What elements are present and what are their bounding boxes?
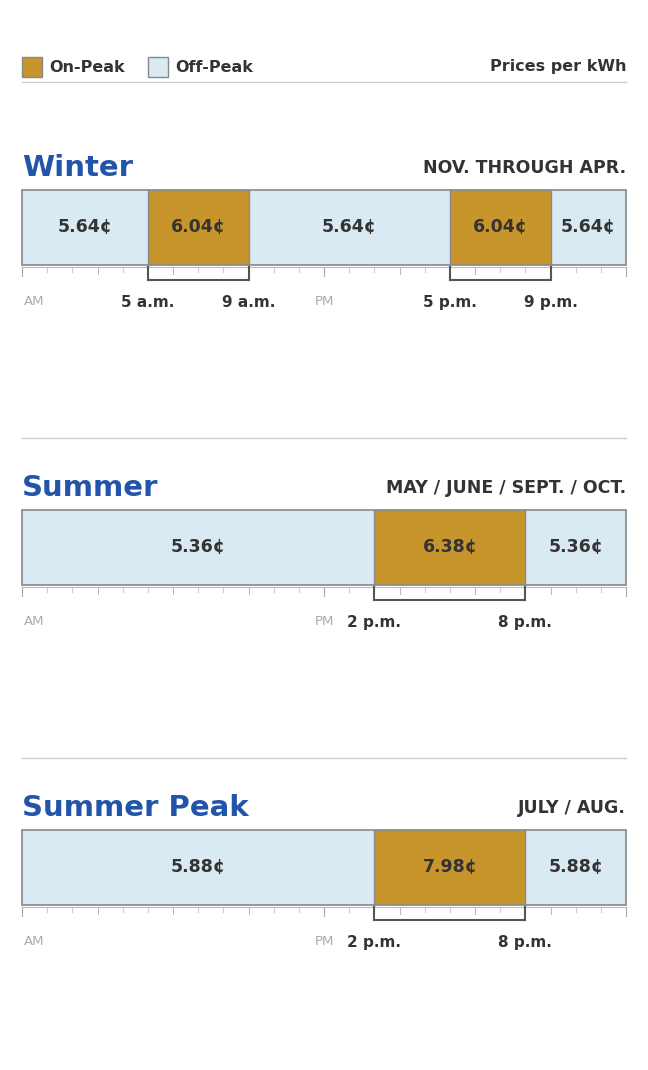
Text: AM: AM (24, 935, 45, 948)
Bar (22, 830, 375, 905)
Text: 2 p.m.: 2 p.m. (347, 935, 401, 950)
Text: 6.38¢: 6.38¢ (422, 538, 478, 556)
Text: 5.36¢: 5.36¢ (548, 538, 603, 556)
Bar (248, 190, 450, 265)
Text: On-Peak: On-Peak (49, 60, 124, 75)
Text: Summer Peak: Summer Peak (22, 794, 249, 822)
Text: AM: AM (24, 615, 45, 628)
Bar (148, 190, 248, 265)
Text: PM: PM (314, 935, 334, 948)
Text: NOV. THROUGH APR.: NOV. THROUGH APR. (423, 159, 626, 177)
Text: JULY / AUG.: JULY / AUG. (518, 799, 626, 817)
Text: 5.88¢: 5.88¢ (170, 858, 226, 876)
Text: 6.04¢: 6.04¢ (170, 218, 226, 236)
Bar (22, 57, 42, 77)
Text: 8 p.m.: 8 p.m. (498, 935, 552, 950)
Text: 5 a.m.: 5 a.m. (121, 295, 174, 310)
Bar (551, 190, 626, 265)
Text: Off-Peak: Off-Peak (175, 60, 253, 75)
Bar (22, 510, 375, 585)
Text: 5.64¢: 5.64¢ (561, 218, 616, 236)
Text: 9 p.m.: 9 p.m. (524, 295, 577, 310)
Text: 5 p.m.: 5 p.m. (423, 295, 477, 310)
Bar (22, 510, 626, 585)
Bar (375, 510, 526, 585)
Bar (526, 510, 626, 585)
Bar (526, 830, 626, 905)
Text: 5.64¢: 5.64¢ (58, 218, 112, 236)
Bar (22, 830, 626, 905)
Text: 6.04¢: 6.04¢ (473, 218, 527, 236)
Text: 9 a.m.: 9 a.m. (222, 295, 275, 310)
Text: Winter: Winter (22, 154, 133, 182)
Text: 7.98¢: 7.98¢ (422, 858, 478, 876)
Bar (375, 830, 526, 905)
Text: Prices per kWh: Prices per kWh (489, 60, 626, 75)
Text: PM: PM (314, 295, 334, 308)
Text: 2 p.m.: 2 p.m. (347, 615, 401, 630)
Text: 5.64¢: 5.64¢ (321, 218, 376, 236)
Bar (450, 190, 551, 265)
Text: 8 p.m.: 8 p.m. (498, 615, 552, 630)
Bar (22, 190, 148, 265)
Text: 5.88¢: 5.88¢ (548, 858, 603, 876)
Text: Summer: Summer (22, 474, 158, 502)
Bar (22, 190, 626, 265)
Text: MAY / JUNE / SEPT. / OCT.: MAY / JUNE / SEPT. / OCT. (386, 479, 626, 496)
Bar (148, 57, 168, 77)
Text: AM: AM (24, 295, 45, 308)
Text: PM: PM (314, 615, 334, 628)
Text: 5.36¢: 5.36¢ (170, 538, 226, 556)
